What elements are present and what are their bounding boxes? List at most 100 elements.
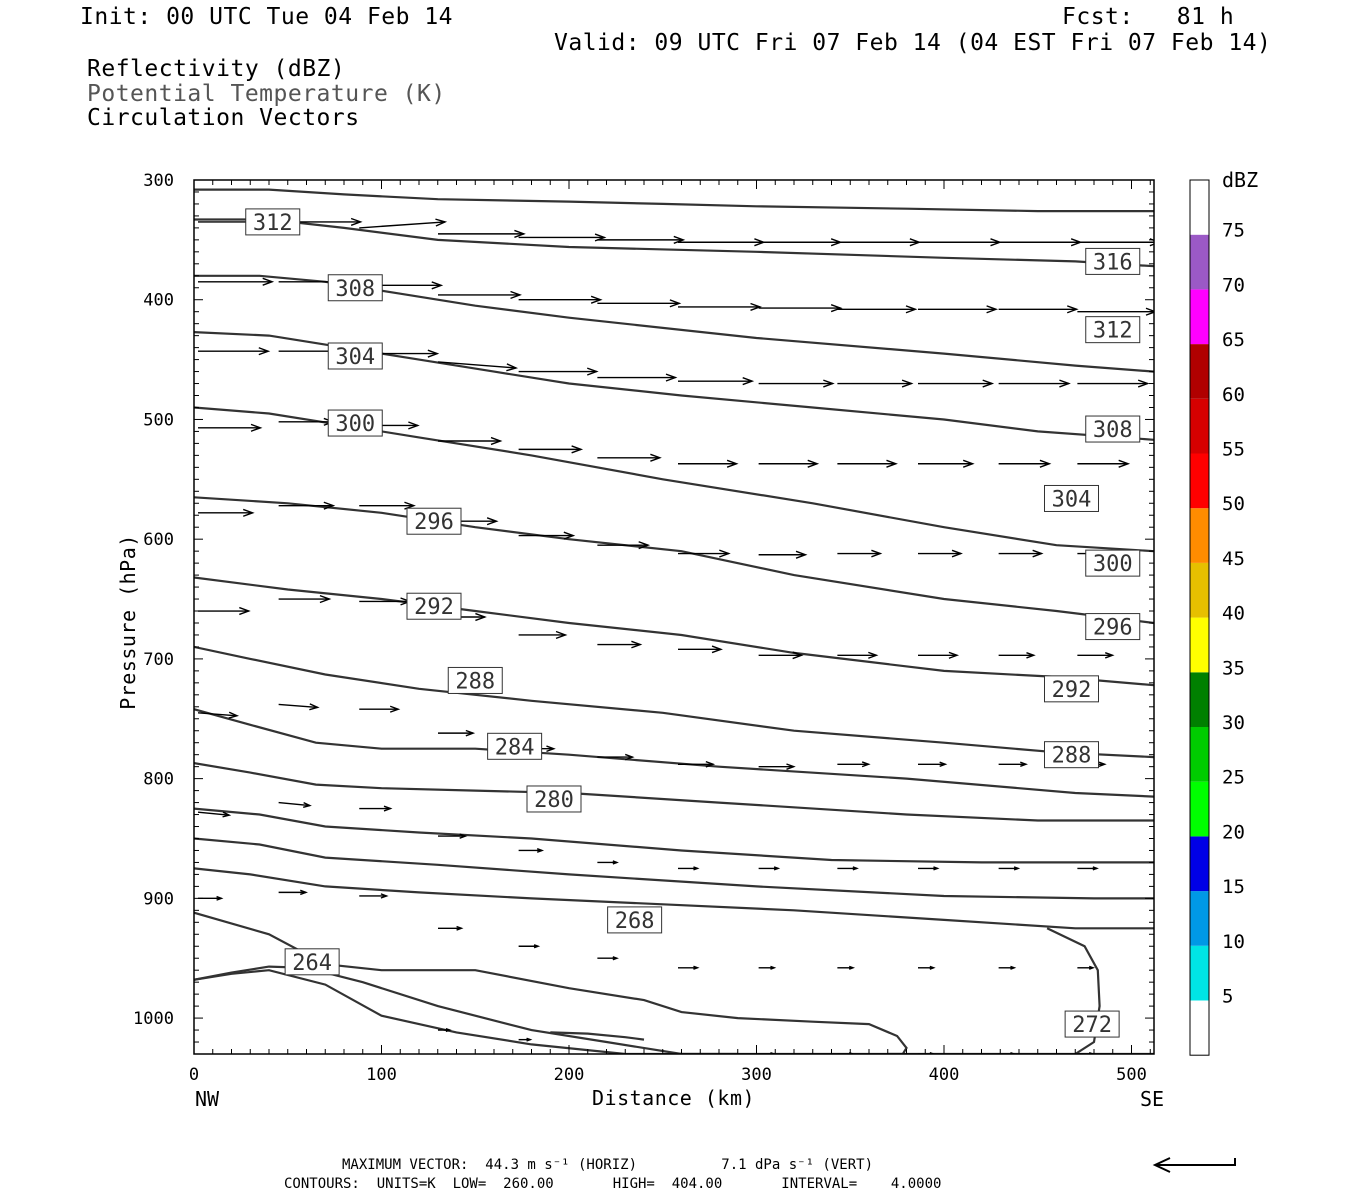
contour-label: 264 (292, 951, 332, 976)
vector-arrowhead (786, 763, 796, 770)
colorbar-label: 70 (1222, 274, 1245, 296)
contour-label-box (1085, 316, 1141, 344)
contour-label: 300 (335, 412, 375, 437)
y-tick-label: 1000 (133, 1009, 174, 1029)
contour-label-box (1044, 675, 1099, 703)
x-axis-label: Distance (km) (592, 1086, 756, 1110)
vector-arrowhead (693, 866, 700, 871)
colorbar-swatch (1190, 836, 1209, 892)
vector-arrowhead (719, 549, 731, 558)
x-tick-label: 200 (554, 1065, 585, 1085)
vector-arrowhead (1088, 965, 1096, 970)
colorbar-swatch (1190, 781, 1209, 837)
vector-arrowhead (526, 1037, 533, 1042)
theta-contour (194, 708, 1154, 798)
vector-arrowhead (901, 379, 914, 388)
contour-label: 280 (534, 788, 574, 813)
axes: 0 100 200 300 400 500 300 400 500 600 700 800 900 100… (133, 171, 1155, 1085)
contour-label-box (284, 948, 340, 976)
vector-arrowhead (693, 965, 700, 970)
vector-arrowhead (242, 508, 255, 517)
theta-contour (194, 331, 1154, 441)
circulation-vector (359, 221, 446, 229)
colorbar-frame (1189, 179, 1210, 1056)
vector-arrowhead (383, 805, 393, 812)
vector-arrowhead (1098, 761, 1107, 767)
circulation-vector (278, 801, 310, 807)
vector-arrowhead (1026, 652, 1036, 659)
theta-contour (194, 496, 1154, 625)
contour-label-box (406, 507, 462, 535)
forecast-hour: Fcst: 81 h (1062, 4, 1235, 30)
contour-label-box (245, 208, 301, 236)
colorbar-unit: dBZ (1222, 168, 1259, 192)
vector-arrowhead (638, 541, 651, 550)
contour-label: 316 (1093, 250, 1133, 275)
contour-label-box (1044, 741, 1099, 769)
colorbar-label: 25 (1222, 767, 1245, 789)
vector-arrowhead (631, 640, 643, 649)
vector-arrowhead (1010, 965, 1017, 970)
vector-arrowhead (948, 651, 960, 659)
colorbar-swatch (1190, 562, 1209, 618)
theta-contour (194, 762, 1154, 822)
contour-label: 296 (1093, 616, 1133, 641)
vector-arrowhead (459, 833, 468, 839)
y-tick-label: 700 (143, 650, 174, 670)
field-reflectivity: Reflectivity (dBZ) (87, 56, 346, 82)
contour-label: 284 (495, 735, 535, 760)
theta-contour (194, 188, 1154, 213)
contour-label: 292 (414, 595, 454, 620)
vector-arrowhead (929, 1051, 936, 1054)
colorbar-swatch (1190, 1000, 1209, 1056)
contour-label-box (327, 409, 383, 437)
colorbar-label: 65 (1222, 329, 1245, 351)
field-circulation-vectors: Circulation Vectors (87, 105, 360, 131)
x-tick-label: 0 (189, 1065, 199, 1085)
vector-arrowhead (350, 217, 363, 226)
contour-label: 296 (414, 510, 454, 535)
endpoint-left: NW (195, 1087, 220, 1111)
vector-arrowhead (586, 367, 599, 376)
colorbar-swatch (1190, 344, 1209, 399)
vector-arrowhead (726, 459, 739, 468)
contours-note: CONTOURS: UNITS=K LOW= 260.00 HIGH= 404.… (284, 1176, 942, 1192)
vector-arrowhead (868, 651, 879, 659)
vector-arrowhead (624, 753, 635, 761)
colorbar-label: 40 (1222, 603, 1245, 625)
vector-arrowhead (431, 281, 444, 290)
vector-arrowhead (852, 866, 859, 871)
contour-label: 304 (1052, 487, 1092, 512)
vector-arrowhead (905, 305, 918, 314)
colorbar-swatch (1190, 289, 1209, 345)
vector-arrowhead (546, 745, 556, 753)
vector-arrowhead (982, 379, 995, 388)
vector-arrowhead (571, 445, 584, 454)
vector-arrowhead (711, 645, 723, 654)
endpoint-right: SE (1140, 1087, 1165, 1111)
vector-arrowhead (933, 866, 940, 871)
vector-arrowhead (742, 377, 755, 386)
vector-arrowhead (823, 379, 835, 388)
vector-arrowhead (773, 866, 781, 871)
field-potential-temperature: Potential Temperature (K) (87, 81, 446, 107)
theta-contour (194, 274, 1154, 373)
theta-contour (194, 645, 1154, 759)
circulation-vector (197, 712, 238, 717)
vector-arrowhead (1104, 652, 1115, 659)
contour-label-box (1085, 549, 1141, 577)
y-tick-label: 300 (143, 171, 174, 191)
vector-arrowhead (533, 944, 541, 949)
colorbar-swatch (1190, 180, 1209, 235)
theta-contour (1046, 927, 1101, 1054)
colorbar-label: 5 (1222, 986, 1233, 1008)
vector-arrowhead (1039, 459, 1052, 468)
colorbar-swatch (1190, 453, 1209, 509)
vector-arrowhead (770, 965, 777, 970)
colorbar-label: 30 (1222, 712, 1245, 734)
contour-label-box (1064, 1010, 1120, 1038)
colorbar-swatch (1190, 727, 1209, 782)
vector-arrowhead (1092, 866, 1099, 871)
vector-arrowhead (475, 612, 487, 622)
